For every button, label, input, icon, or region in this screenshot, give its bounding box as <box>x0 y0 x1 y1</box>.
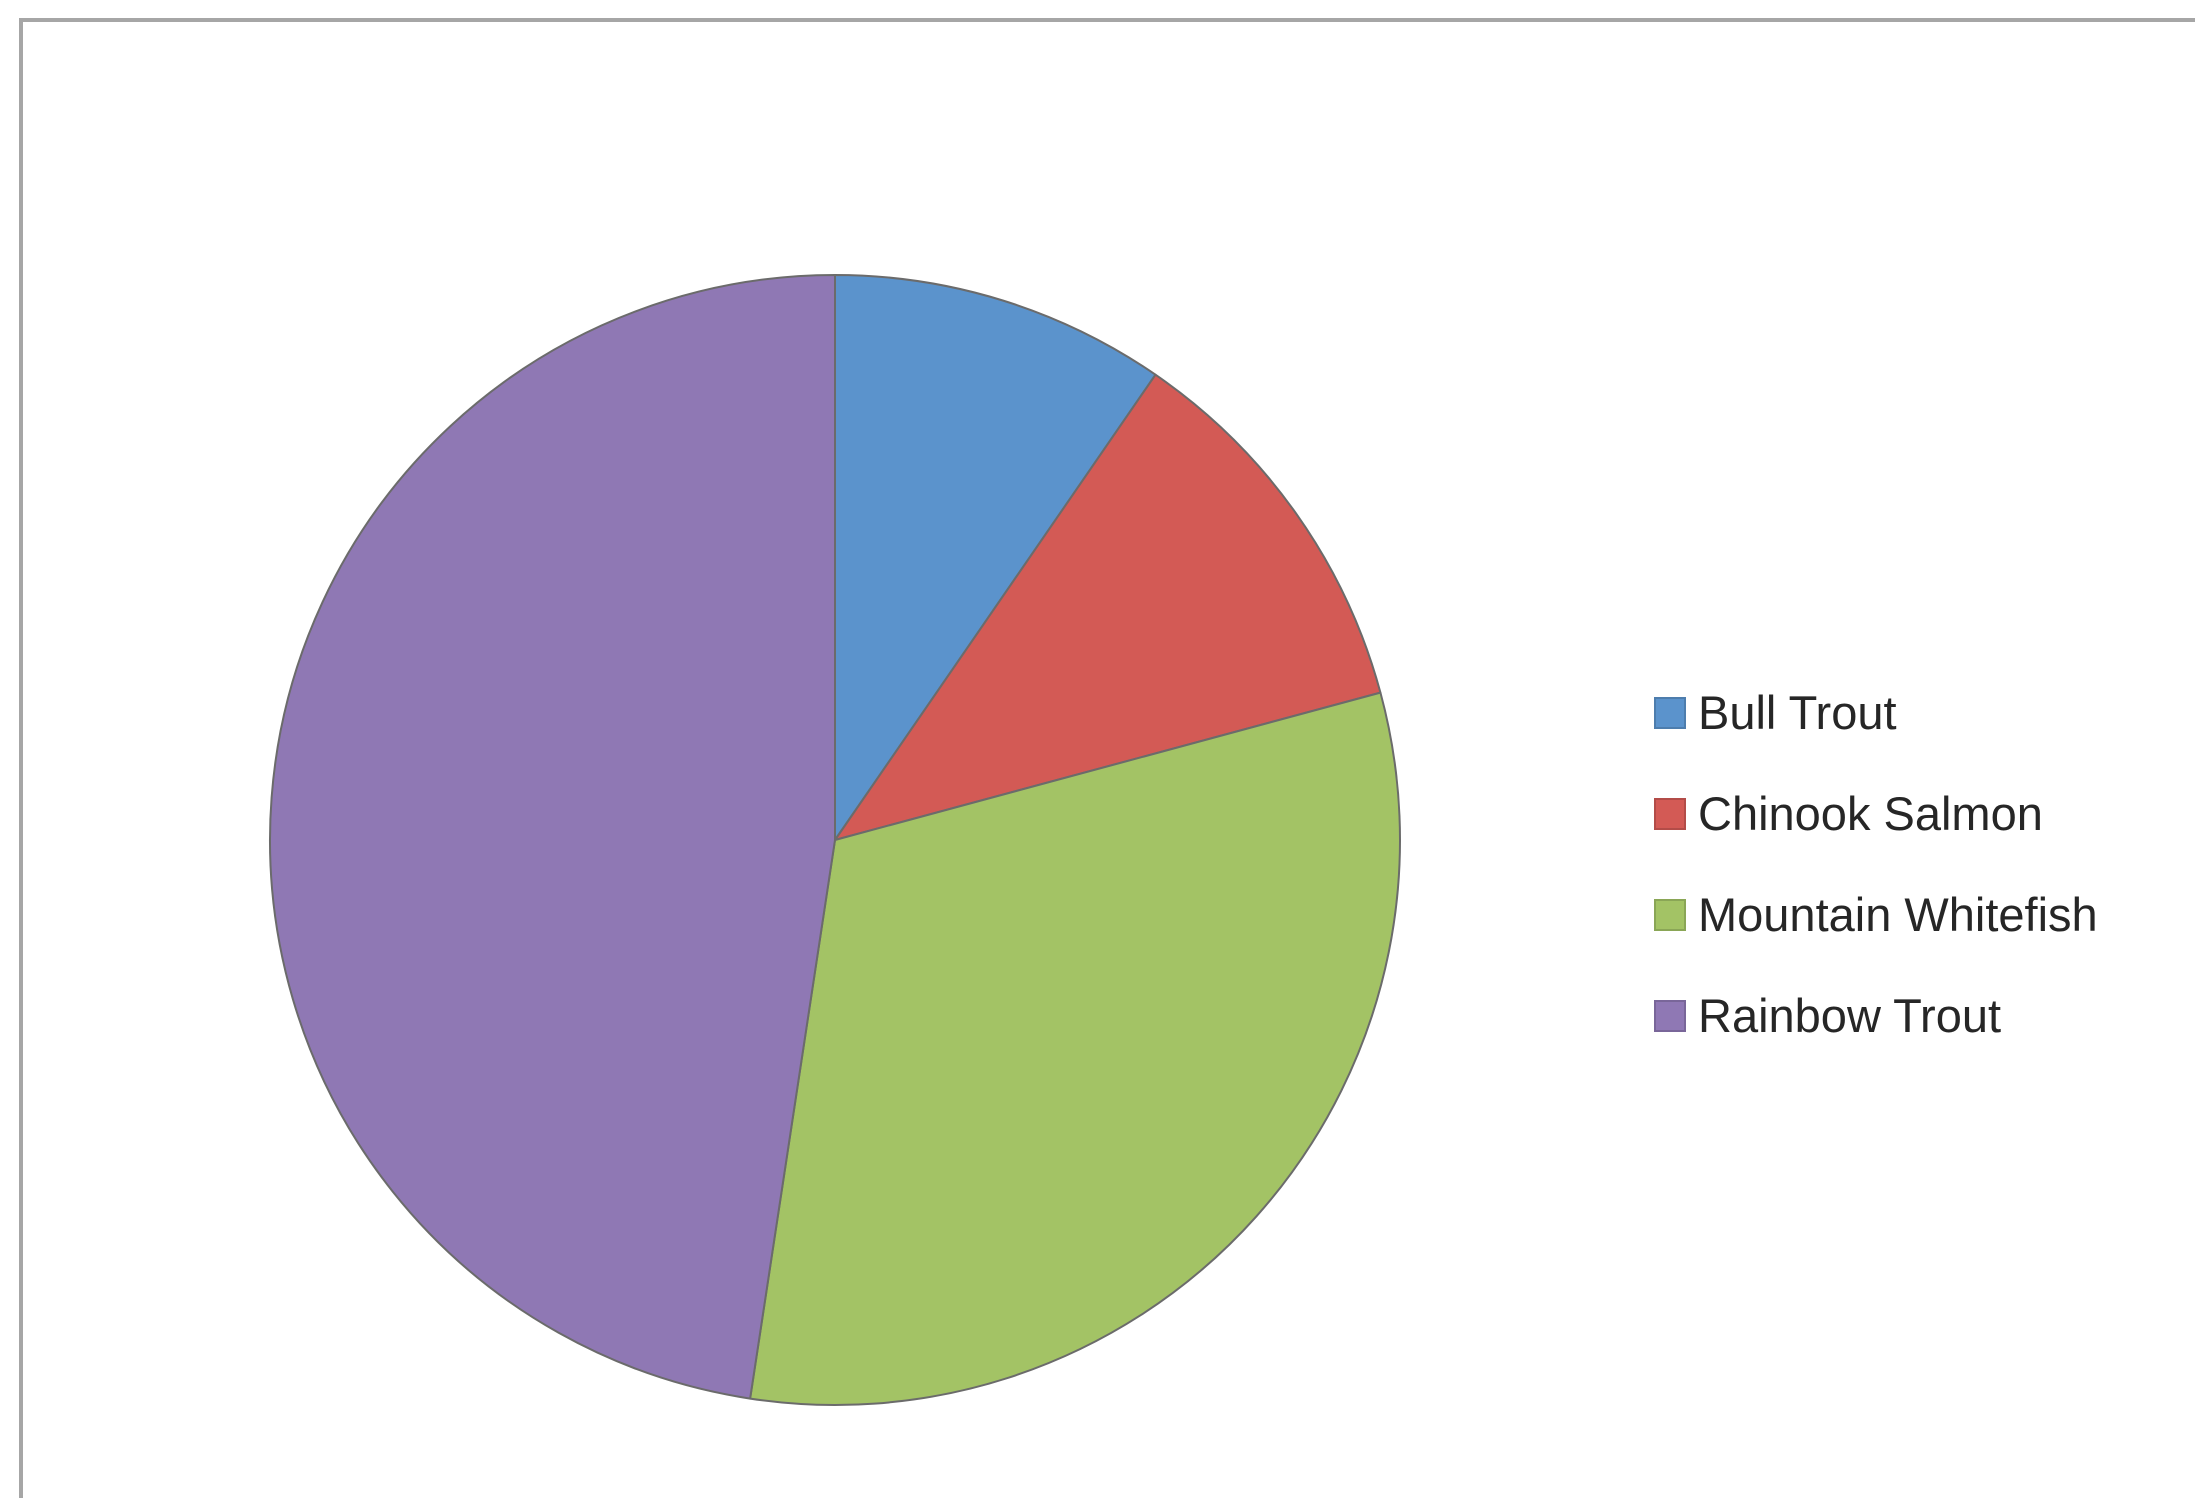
legend-item-mountain-whitefish: Mountain Whitefish <box>1654 864 2098 965</box>
legend-label: Chinook Salmon <box>1698 787 2043 840</box>
pie-slice-chinook-salmon <box>834 373 1382 841</box>
legend-item-chinook-salmon: Chinook Salmon <box>1654 763 2098 864</box>
pie-slice-mountain-whitefish <box>749 691 1401 1406</box>
pie-chart <box>268 274 1401 1406</box>
legend: Bull Trout Chinook Salmon Mountain White… <box>1654 662 2098 1066</box>
pie-slice-bull-trout <box>834 274 1157 841</box>
legend-item-rainbow-trout: Rainbow Trout <box>1654 965 2098 1066</box>
legend-swatch <box>1654 797 1686 830</box>
legend-swatch <box>1654 999 1686 1032</box>
legend-item-bull-trout: Bull Trout <box>1654 662 2098 763</box>
legend-label: Bull Trout <box>1698 686 1897 739</box>
legend-swatch <box>1654 696 1686 729</box>
legend-label: Mountain Whitefish <box>1698 888 2098 941</box>
pie-slice-rainbow-trout <box>268 274 836 1400</box>
legend-label: Rainbow Trout <box>1698 989 2002 1042</box>
legend-swatch <box>1654 898 1686 931</box>
